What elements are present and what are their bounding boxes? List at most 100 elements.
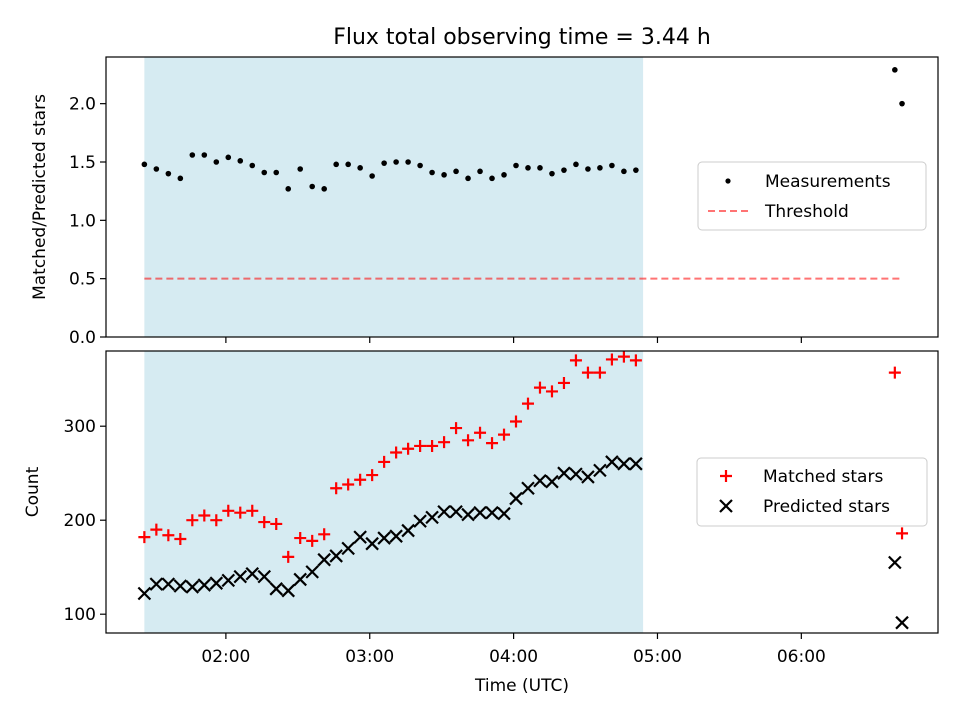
measurement-point xyxy=(585,166,591,172)
predicted-stars-point xyxy=(161,577,176,591)
matched-stars-point xyxy=(294,532,307,545)
predicted-stars-point xyxy=(305,565,319,579)
count-y-tick-label: 200 xyxy=(64,511,96,531)
predicted-stars-point xyxy=(425,510,439,525)
matched-stars-point xyxy=(462,434,475,447)
measurement-point xyxy=(297,166,304,172)
ratio-y-tick-label: 1.0 xyxy=(69,211,96,231)
matched-legend-label: Matched stars xyxy=(763,467,883,487)
measurement-point xyxy=(441,172,447,178)
matched-stars-point xyxy=(888,366,901,379)
matched-stars-point xyxy=(150,523,163,536)
measurement-point xyxy=(561,167,567,173)
matched-stars-point xyxy=(258,516,271,529)
measurement-point xyxy=(453,168,459,175)
matched-stars-point xyxy=(222,504,235,517)
predicted-stars-point xyxy=(401,523,415,538)
predicted-stars-point xyxy=(545,474,559,489)
predicted-stars-point xyxy=(569,467,583,481)
predicted-stars-point xyxy=(293,572,307,587)
matched-stars-point xyxy=(474,426,487,439)
matched-stars-point xyxy=(378,455,391,468)
matched-stars-point xyxy=(366,469,379,482)
x-tick-label: 04:00 xyxy=(489,647,538,667)
predicted-stars-point xyxy=(281,583,296,598)
matched-stars-point xyxy=(318,528,331,541)
measurement-point xyxy=(333,161,339,168)
measurement-point xyxy=(477,168,483,175)
ratio-y-tick-label: 1.5 xyxy=(69,153,96,173)
measurement-point xyxy=(285,186,292,192)
matched-stars-point xyxy=(486,437,499,450)
matched-stars-point xyxy=(426,439,439,452)
measurement-point xyxy=(165,170,172,177)
matched-stars-point xyxy=(210,514,223,527)
predicted-stars-point xyxy=(605,455,619,469)
x-tick-label: 02:00 xyxy=(201,647,250,667)
predicted-stars-point xyxy=(245,567,260,581)
measurement-point xyxy=(225,154,232,161)
chart-title: Flux total observing time = 3.44 h xyxy=(333,25,711,50)
matched-stars-point xyxy=(330,482,343,495)
measurement-point xyxy=(393,159,399,165)
matched-stars-point xyxy=(282,550,295,563)
matched-stars-point xyxy=(306,534,319,547)
predicted-stars-point xyxy=(473,505,487,520)
predicted-stars-point xyxy=(317,552,331,567)
predicted-stars-point xyxy=(629,457,643,471)
predicted-stars-point xyxy=(365,536,379,551)
matched-stars-point xyxy=(605,353,618,366)
measurement-point xyxy=(597,165,603,171)
predicted-stars-point xyxy=(233,569,248,584)
matched-stars-point xyxy=(246,504,259,517)
count-y-tick-label: 100 xyxy=(64,605,96,625)
measurement-point xyxy=(899,100,905,107)
measurement-point xyxy=(309,183,316,190)
measurement-point xyxy=(369,173,375,179)
measurement-point xyxy=(429,169,435,176)
ratio-legend: Measurements Threshold xyxy=(697,161,927,231)
count-observing-window xyxy=(144,351,644,633)
matched-stars-point xyxy=(270,517,283,530)
predicted-stars-point xyxy=(377,531,391,545)
measurement-point xyxy=(249,162,256,169)
predicted-legend-marker xyxy=(719,499,733,513)
measurement-point xyxy=(405,159,411,165)
ratio-y-tick-label: 0.5 xyxy=(69,270,96,290)
measurements-legend-label: Measurements xyxy=(765,172,891,192)
predicted-stars-point xyxy=(389,529,403,543)
predicted-stars-point xyxy=(269,582,284,596)
predicted-stars-point xyxy=(173,579,188,593)
measurement-point xyxy=(621,168,627,175)
measurement-point xyxy=(525,165,531,171)
threshold-legend-label: Threshold xyxy=(764,202,849,222)
matched-stars-point xyxy=(545,385,558,398)
matched-stars-point xyxy=(402,442,415,455)
matched-stars-point xyxy=(629,354,642,367)
measurement-point xyxy=(273,169,280,176)
predicted-stars-point xyxy=(895,615,909,630)
measurement-point xyxy=(513,162,519,169)
measurement-point xyxy=(549,170,555,177)
predicted-stars-point xyxy=(341,541,355,556)
measurement-point xyxy=(237,158,244,164)
count-panel-frame xyxy=(105,350,939,634)
measurement-point xyxy=(892,67,898,73)
measurement-point xyxy=(381,160,387,166)
predicted-stars-point xyxy=(197,578,212,592)
matched-stars-point xyxy=(186,514,199,527)
predicted-stars-point xyxy=(485,505,499,520)
predicted-stars-point xyxy=(557,466,571,480)
measurement-point xyxy=(417,162,423,169)
measurement-point xyxy=(141,161,148,168)
count-y-axis-label: Count xyxy=(23,466,43,517)
matched-stars-point xyxy=(569,354,582,367)
predicted-stars-point xyxy=(209,576,224,590)
matched-stars-point xyxy=(593,366,606,379)
measurement-point xyxy=(501,172,507,178)
predicted-stars-point xyxy=(437,504,451,519)
predicted-stars-point xyxy=(521,481,535,496)
count-legend-box xyxy=(696,457,928,527)
ratio-panel: 0.00.51.01.52.0 Matched/Predicted stars … xyxy=(30,56,939,348)
